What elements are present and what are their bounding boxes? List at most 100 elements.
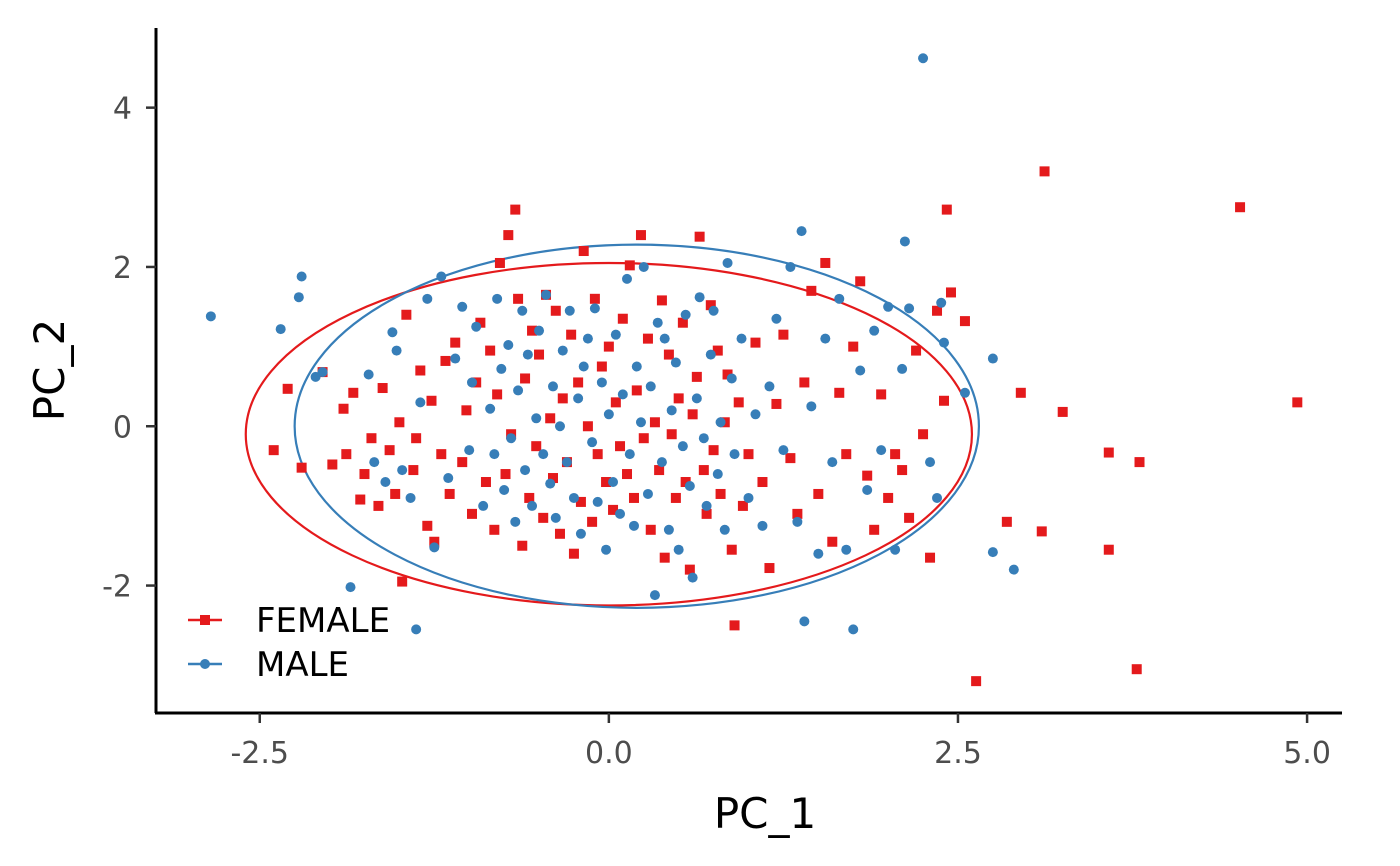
female-point-42	[513, 293, 524, 304]
point-layer	[205, 53, 1303, 687]
male-point-13	[405, 492, 416, 503]
female-point-19	[411, 433, 422, 444]
female-point-124	[862, 470, 873, 481]
female-point-5	[338, 403, 349, 414]
male-point-94	[722, 257, 733, 268]
female-point-77	[635, 230, 646, 241]
female-point-102	[722, 369, 733, 380]
legend-male-marker	[200, 659, 210, 669]
male-point-59	[601, 544, 612, 555]
legend-female-label: FEMALE	[256, 601, 390, 641]
x-tick-label-1: 0.0	[585, 736, 633, 771]
female-point-90	[680, 477, 691, 488]
y-tick-label-1: 0	[113, 410, 132, 445]
female-point-10	[366, 433, 377, 444]
male-point-12	[397, 465, 408, 476]
female-point-91	[684, 564, 695, 575]
female-point-82	[654, 465, 665, 476]
female-point-46	[527, 325, 538, 336]
male-point-103	[778, 445, 789, 456]
male-point-14	[411, 624, 422, 635]
female-point-21	[422, 520, 433, 531]
male-point-111	[827, 457, 838, 468]
male-point-7	[363, 369, 374, 380]
male-point-116	[862, 484, 873, 495]
male-point-46	[554, 421, 565, 432]
male-confidence-ellipse	[293, 243, 981, 609]
female-point-115	[799, 377, 810, 388]
male-point-81	[677, 441, 688, 452]
male-point-105	[792, 516, 803, 527]
x-tick-label-3: 5.0	[1283, 736, 1331, 771]
female-point-148	[1134, 457, 1145, 468]
male-point-0	[205, 311, 216, 322]
male-point-52	[575, 528, 586, 539]
female-point-12	[377, 383, 388, 394]
male-point-127	[936, 297, 947, 308]
male-point-131	[987, 547, 998, 558]
female-point-93	[691, 371, 702, 382]
female-point-75	[628, 492, 639, 503]
female-point-112	[778, 329, 789, 340]
male-point-90	[708, 305, 719, 316]
male-point-16	[422, 293, 433, 304]
female-point-139	[971, 676, 982, 687]
male-point-80	[673, 544, 684, 555]
male-point-15	[415, 397, 426, 408]
male-point-9	[380, 477, 391, 488]
female-point-9	[359, 469, 370, 480]
female-point-71	[615, 441, 626, 452]
male-point-79	[670, 357, 681, 368]
male-point-38	[527, 500, 538, 511]
male-point-130	[987, 353, 998, 364]
female-point-76	[631, 385, 642, 396]
female-point-6	[341, 449, 352, 460]
female-point-27	[450, 337, 461, 348]
male-point-67	[628, 520, 639, 531]
female-point-20	[415, 365, 426, 376]
female-point-59	[573, 377, 584, 388]
y-tick-label-0: -2	[102, 570, 132, 605]
female-point-0	[268, 445, 279, 456]
female-point-70	[610, 397, 621, 408]
female-point-118	[820, 257, 831, 268]
female-point-136	[941, 204, 952, 215]
male-point-72	[645, 381, 656, 392]
male-point-61	[608, 477, 619, 488]
female-point-98	[708, 445, 719, 456]
female-point-55	[557, 393, 568, 404]
female-point-45	[524, 492, 535, 503]
female-point-49	[538, 512, 549, 523]
male-point-17	[429, 542, 440, 553]
male-point-48	[561, 457, 572, 468]
female-point-135	[939, 395, 950, 406]
female-point-2	[296, 462, 307, 473]
female-point-67	[601, 477, 612, 488]
male-point-74	[652, 317, 663, 328]
male-point-115	[855, 365, 866, 376]
axis-layer	[154, 28, 1342, 715]
female-point-127	[883, 492, 894, 503]
male-point-28	[492, 293, 503, 304]
y-tick-label-3: 4	[113, 92, 132, 127]
male-point-33	[510, 516, 521, 527]
male-point-82	[680, 309, 691, 320]
male-point-129	[959, 387, 970, 398]
male-point-49	[564, 305, 575, 316]
female-point-149	[1235, 202, 1246, 213]
male-point-5	[310, 371, 321, 382]
male-point-32	[506, 433, 517, 444]
female-point-69	[608, 504, 619, 515]
male-point-110	[820, 333, 831, 344]
female-point-66	[596, 361, 607, 372]
male-point-98	[743, 492, 754, 503]
male-point-119	[883, 301, 894, 312]
female-point-33	[480, 477, 491, 488]
male-point-85	[691, 393, 702, 404]
male-point-112	[834, 293, 845, 304]
female-point-106	[737, 500, 748, 511]
female-point-125	[869, 524, 880, 535]
male-point-124	[918, 53, 929, 64]
female-point-94	[694, 231, 705, 242]
